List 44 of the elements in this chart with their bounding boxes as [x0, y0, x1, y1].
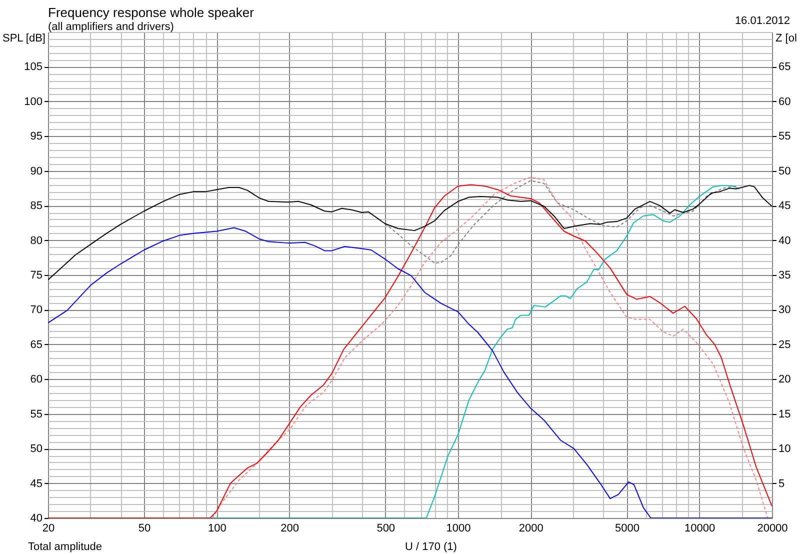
- y2-tick-label: 20: [778, 374, 791, 386]
- y-tick-label: 80: [30, 234, 42, 247]
- chart-subtitle: (all amplifiers and drivers): [48, 21, 174, 33]
- y2-tick-label: 60: [778, 96, 791, 108]
- x-tick-label: 1000: [446, 522, 471, 534]
- y-tick-label: 70: [30, 304, 42, 316]
- y-tick-label: 90: [30, 165, 42, 178]
- y2-tick-label: 50: [778, 165, 791, 178]
- y-tick-label: 40: [30, 512, 42, 524]
- text: Total amplitude: [28, 541, 102, 553]
- x-tick-label: 2000: [518, 522, 544, 534]
- x-tick-label: 50: [138, 522, 151, 534]
- y2-tick-label: 65: [778, 61, 791, 74]
- x-tick-label: 5000: [614, 522, 640, 534]
- y2-tick-label: 15: [778, 408, 791, 420]
- x-tick-label: 200: [280, 522, 300, 534]
- y2-tick-label: 40: [778, 234, 791, 247]
- y2-tick-label: 5: [778, 478, 785, 490]
- y2-tick-label: 25: [778, 338, 791, 351]
- y2-axis-title: Z [ol: [776, 32, 797, 44]
- x-tick-label: 100: [208, 522, 226, 534]
- x-tick-label: 20000: [757, 522, 788, 534]
- y-axis-title: SPL [dB]: [2, 32, 46, 44]
- text: 16.01.2012: [734, 15, 790, 27]
- y2-tick-label: 30: [778, 304, 791, 316]
- y2-tick-label: 35: [778, 270, 791, 282]
- y-tick-label: 75: [30, 270, 42, 282]
- y-tick-label: 55: [30, 408, 42, 420]
- x-tick-label: 500: [376, 522, 396, 534]
- x-tick-label: 10000: [684, 522, 716, 534]
- y2-tick-label: 55: [778, 130, 791, 143]
- y-tick-label: 85: [30, 200, 42, 212]
- y-tick-label: 105: [24, 61, 42, 74]
- y-tick-label: 100: [24, 96, 42, 108]
- text: U / 170 (1): [405, 541, 457, 553]
- chart-title: Frequency response whole speaker: [48, 5, 255, 20]
- y-tick-label: 50: [30, 443, 42, 456]
- y2-tick-label: 10: [778, 443, 791, 456]
- y-tick-label: 60: [30, 374, 42, 386]
- y2-tick-label: 45: [778, 200, 791, 212]
- y-tick-label: 65: [30, 338, 42, 351]
- y-tick-label: 45: [30, 478, 42, 490]
- x-tick-label: 20: [42, 522, 55, 534]
- y-tick-label: 95: [30, 130, 42, 143]
